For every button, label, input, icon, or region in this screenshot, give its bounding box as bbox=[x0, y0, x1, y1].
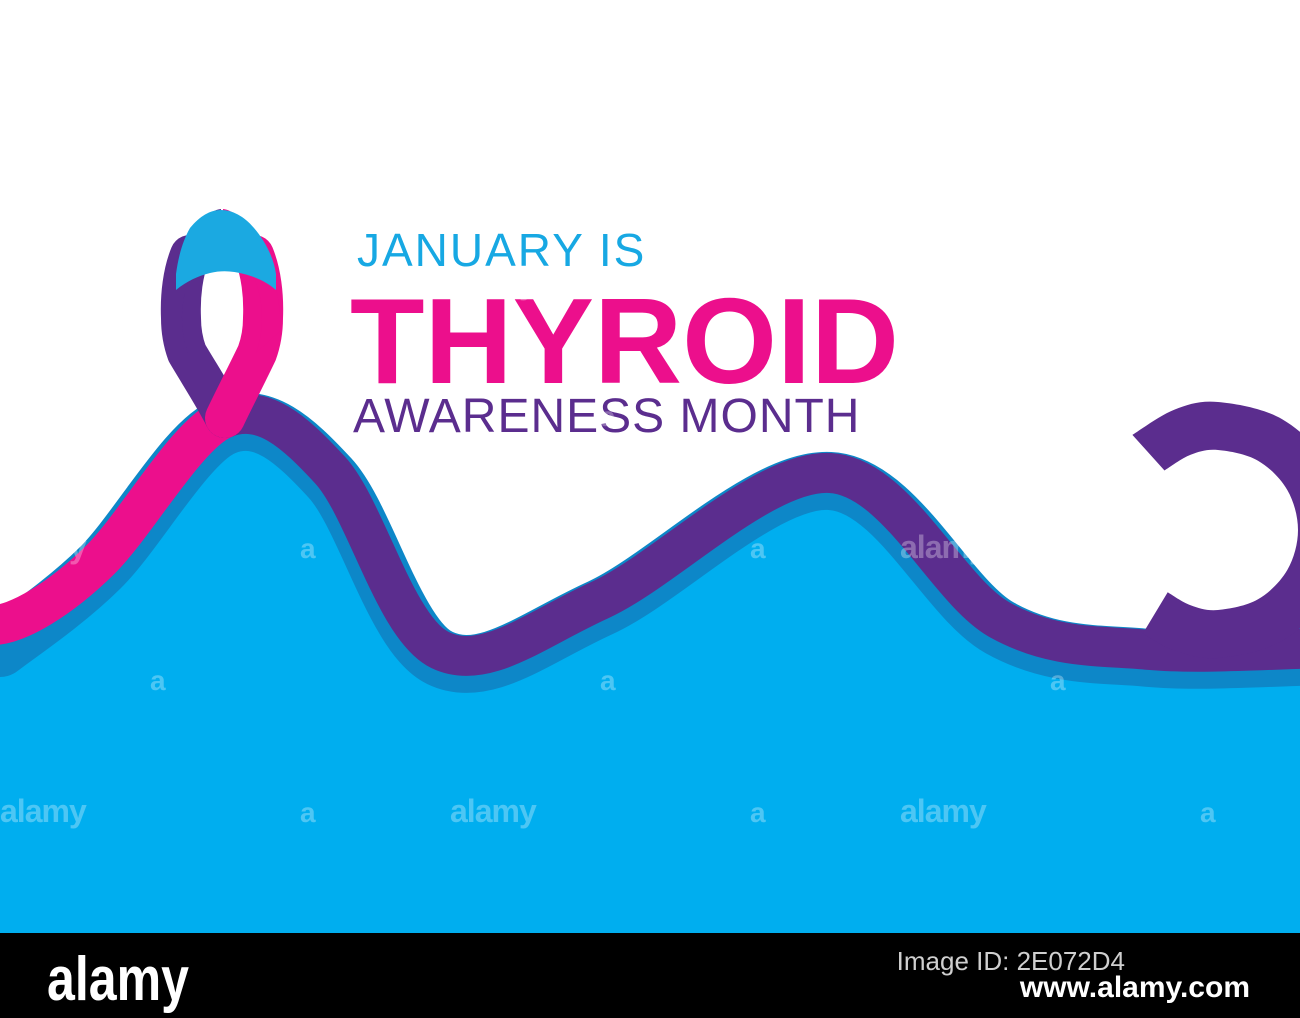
svg-text:www.alamy.com: www.alamy.com bbox=[1019, 971, 1250, 1004]
svg-text:alamy: alamy bbox=[47, 945, 189, 1014]
